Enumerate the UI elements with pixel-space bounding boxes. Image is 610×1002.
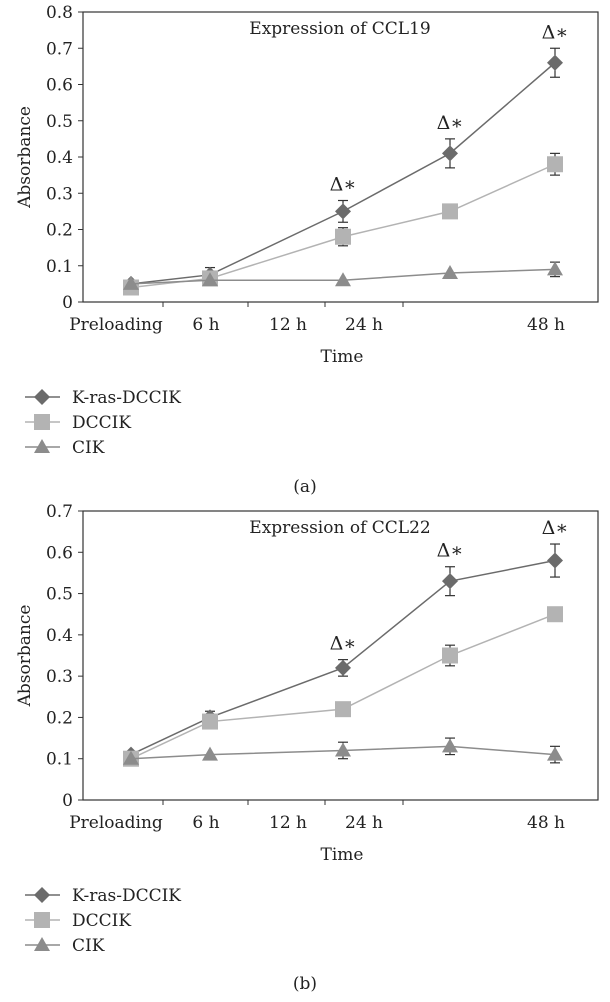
triangle-marker: [442, 265, 458, 279]
diamond-marker: [547, 54, 563, 71]
y-tick-label: 0.5: [46, 112, 73, 132]
y-tick-label: 0.4: [46, 626, 73, 646]
plot-frame: [82, 11, 599, 303]
x-axis-title: Time: [321, 347, 364, 367]
square-marker: [442, 647, 458, 664]
square-marker: [202, 713, 218, 730]
y-tick-label: 0.6: [46, 543, 73, 563]
y-tick-label: 0.1: [46, 257, 73, 277]
significance-label: Δ∗: [542, 21, 569, 43]
significance-label: Δ∗: [330, 633, 357, 655]
square-marker: [335, 228, 351, 245]
x-tick-label: Preloading: [69, 315, 163, 335]
triangle-marker: [335, 742, 351, 757]
legend-label: K-ras-DCCIK: [72, 388, 181, 408]
x-axis-title: Time: [321, 845, 364, 865]
y-tick-label: 0.3: [46, 667, 73, 687]
triangle-marker: [335, 272, 351, 287]
triangle-marker: [202, 272, 218, 287]
square-marker: [442, 203, 458, 220]
y-axis-title: Absorbance: [15, 605, 35, 708]
x-tick-label: 12 h: [269, 813, 307, 833]
y-tick-label: 0.2: [46, 708, 73, 728]
y-axis-title: Absorbance: [15, 106, 35, 209]
legend-label: K-ras-DCCIK: [72, 886, 181, 906]
diamond-marker: [442, 573, 458, 590]
triangle-marker: [34, 439, 50, 453]
x-tick-label: 24 h: [345, 813, 383, 833]
chart-b: 0 0.1 0.2 0.3 0.4 0.5 0.6 0.7 Preloading 6 h 12 h 2…: [15, 502, 599, 994]
y-tick-label: 0.6: [46, 76, 73, 96]
x-tick-label: 6 h: [192, 813, 219, 833]
chart-title: Expression of CCL19: [249, 19, 430, 39]
x-tick-label: 12 h: [269, 315, 307, 335]
panel-label: (b): [293, 974, 317, 994]
diamond-marker: [335, 659, 351, 676]
triangle-marker: [442, 738, 458, 753]
diamond-marker: [34, 887, 50, 903]
y-tick-label: 0.8: [46, 3, 73, 23]
series-line: [130, 559, 556, 756]
square-marker: [335, 701, 351, 718]
diamond-marker: [34, 389, 50, 405]
y-tick-label: 0: [62, 791, 73, 811]
diamond-marker: [547, 552, 563, 569]
triangle-marker: [34, 937, 50, 951]
y-tick-label: 0.5: [46, 585, 73, 605]
y-tick-label: 0.1: [46, 750, 73, 770]
series-CIK: [123, 737, 563, 765]
x-tick-label: 6 h: [192, 315, 219, 335]
plot-frame: [82, 510, 599, 801]
panel-label: (a): [293, 477, 316, 497]
triangle-marker: [202, 746, 218, 761]
y-tick-label: 0.7: [46, 39, 73, 59]
chart-a: 0 0.1 0.2 0.3 0.4 0.5 0.6 0.7 0.8 Preloading 6 h 12…: [15, 3, 599, 497]
square-marker: [34, 414, 50, 430]
diamond-marker: [335, 203, 351, 220]
y-tick-label: 0.4: [46, 148, 73, 168]
chart-title: Expression of CCL22: [249, 518, 430, 538]
triangle-marker: [547, 261, 563, 276]
significance-label: Δ∗: [330, 174, 357, 196]
y-tick-label: 0.2: [46, 221, 73, 241]
square-marker: [547, 156, 563, 173]
legend-label: CIK: [72, 438, 105, 458]
square-marker: [34, 912, 50, 928]
legend-label: DCCIK: [72, 911, 131, 931]
significance-label: Δ∗: [437, 540, 464, 562]
significance-label: Δ∗: [542, 517, 569, 539]
y-tick-label: 0.7: [46, 502, 73, 522]
significance-label: Δ∗: [437, 112, 464, 134]
series-K-ras-DCCIK: [123, 47, 563, 292]
legend-label: DCCIK: [72, 413, 131, 433]
x-tick-label: 48 h: [527, 315, 565, 335]
x-tick-label: 24 h: [345, 315, 383, 335]
triangle-marker: [123, 275, 139, 290]
triangle-marker: [123, 750, 139, 765]
legend-label: CIK: [72, 936, 105, 956]
diamond-marker: [442, 145, 458, 162]
y-tick-label: 0: [62, 293, 73, 313]
x-tick-label: Preloading: [69, 813, 163, 833]
y-tick-label: 0.3: [46, 184, 73, 204]
series-CIK: [123, 261, 563, 290]
triangle-marker: [547, 746, 563, 761]
x-tick-label: 48 h: [527, 813, 565, 833]
square-marker: [547, 606, 563, 623]
